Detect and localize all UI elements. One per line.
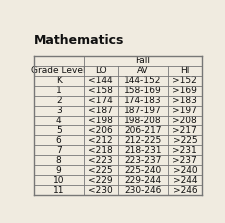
- Text: <206: <206: [88, 126, 113, 135]
- Text: 2: 2: [56, 96, 61, 105]
- Text: 4: 4: [56, 116, 61, 125]
- Text: <230: <230: [88, 186, 113, 195]
- Text: <225: <225: [88, 166, 112, 175]
- Text: 174-183: 174-183: [124, 96, 161, 105]
- Text: 229-244: 229-244: [124, 176, 161, 185]
- Text: 206-217: 206-217: [124, 126, 161, 135]
- Text: Grade Level: Grade Level: [31, 66, 86, 75]
- Text: 1: 1: [56, 86, 61, 95]
- Text: <212: <212: [88, 136, 112, 145]
- Text: 8: 8: [56, 156, 61, 165]
- Text: >237: >237: [172, 156, 196, 165]
- Text: Fall: Fall: [135, 56, 150, 65]
- Text: 5: 5: [56, 126, 61, 135]
- Text: 218-231: 218-231: [124, 146, 161, 155]
- Text: <223: <223: [88, 156, 112, 165]
- Text: <158: <158: [88, 86, 113, 95]
- Text: 3: 3: [56, 106, 61, 115]
- Text: >240: >240: [172, 166, 196, 175]
- Text: 10: 10: [53, 176, 64, 185]
- Text: AV: AV: [136, 66, 148, 75]
- Text: 223-237: 223-237: [124, 156, 161, 165]
- Text: 212-225: 212-225: [124, 136, 161, 145]
- Text: >208: >208: [172, 116, 196, 125]
- Text: 158-169: 158-169: [123, 86, 161, 95]
- Text: <174: <174: [88, 96, 113, 105]
- Text: 225-240: 225-240: [124, 166, 161, 175]
- Text: 187-197: 187-197: [123, 106, 161, 115]
- Text: HI: HI: [179, 66, 189, 75]
- Text: Mathematics: Mathematics: [33, 34, 123, 47]
- Text: <198: <198: [88, 116, 113, 125]
- Text: <218: <218: [88, 146, 113, 155]
- Text: 144-152: 144-152: [124, 76, 161, 85]
- Text: >169: >169: [172, 86, 196, 95]
- Text: 11: 11: [53, 186, 64, 195]
- Text: >197: >197: [172, 106, 196, 115]
- Text: K: K: [56, 76, 61, 85]
- Text: LO: LO: [94, 66, 106, 75]
- Text: 6: 6: [56, 136, 61, 145]
- Text: 230-246: 230-246: [124, 186, 161, 195]
- Text: >225: >225: [172, 136, 196, 145]
- Text: 9: 9: [56, 166, 61, 175]
- Text: >152: >152: [172, 76, 196, 85]
- Text: 7: 7: [56, 146, 61, 155]
- Text: >246: >246: [172, 186, 196, 195]
- Text: >217: >217: [172, 126, 196, 135]
- Text: <229: <229: [88, 176, 112, 185]
- Text: <187: <187: [88, 106, 113, 115]
- Text: <144: <144: [88, 76, 112, 85]
- Text: >231: >231: [172, 146, 196, 155]
- Text: >183: >183: [172, 96, 196, 105]
- Text: >244: >244: [172, 176, 196, 185]
- Text: 198-208: 198-208: [124, 116, 161, 125]
